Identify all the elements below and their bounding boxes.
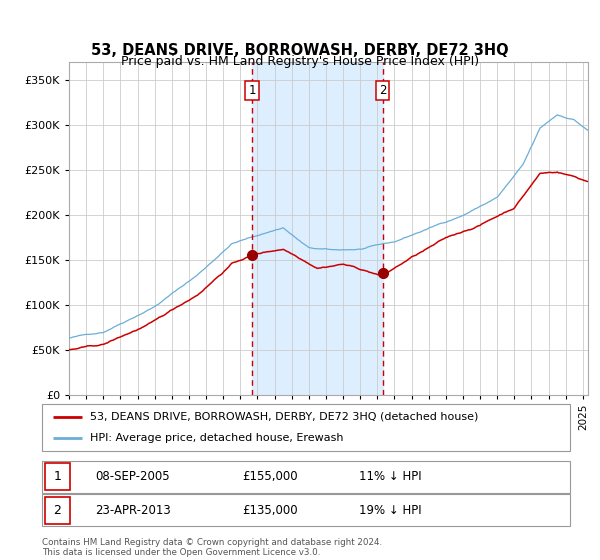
FancyBboxPatch shape <box>44 464 70 490</box>
Text: Price paid vs. HM Land Registry's House Price Index (HPI): Price paid vs. HM Land Registry's House … <box>121 55 479 68</box>
FancyBboxPatch shape <box>42 494 570 526</box>
Text: HPI: Average price, detached house, Erewash: HPI: Average price, detached house, Erew… <box>89 433 343 444</box>
Text: 23-APR-2013: 23-APR-2013 <box>95 504 170 517</box>
Text: 1: 1 <box>248 84 256 97</box>
Bar <box>252 62 383 395</box>
Text: 11% ↓ HPI: 11% ↓ HPI <box>359 470 421 483</box>
FancyBboxPatch shape <box>42 461 570 493</box>
Text: £155,000: £155,000 <box>242 470 298 483</box>
Text: 2: 2 <box>53 504 61 517</box>
FancyBboxPatch shape <box>44 497 70 524</box>
Text: 19% ↓ HPI: 19% ↓ HPI <box>359 504 421 517</box>
Text: £135,000: £135,000 <box>242 504 298 517</box>
Text: 53, DEANS DRIVE, BORROWASH, DERBY, DE72 3HQ (detached house): 53, DEANS DRIVE, BORROWASH, DERBY, DE72 … <box>89 412 478 422</box>
Text: 53, DEANS DRIVE, BORROWASH, DERBY, DE72 3HQ: 53, DEANS DRIVE, BORROWASH, DERBY, DE72 … <box>91 43 509 58</box>
FancyBboxPatch shape <box>42 404 570 451</box>
Text: Contains HM Land Registry data © Crown copyright and database right 2024.
This d: Contains HM Land Registry data © Crown c… <box>42 538 382 557</box>
Text: 1: 1 <box>53 470 61 483</box>
Text: 08-SEP-2005: 08-SEP-2005 <box>95 470 169 483</box>
Text: 2: 2 <box>379 84 386 97</box>
